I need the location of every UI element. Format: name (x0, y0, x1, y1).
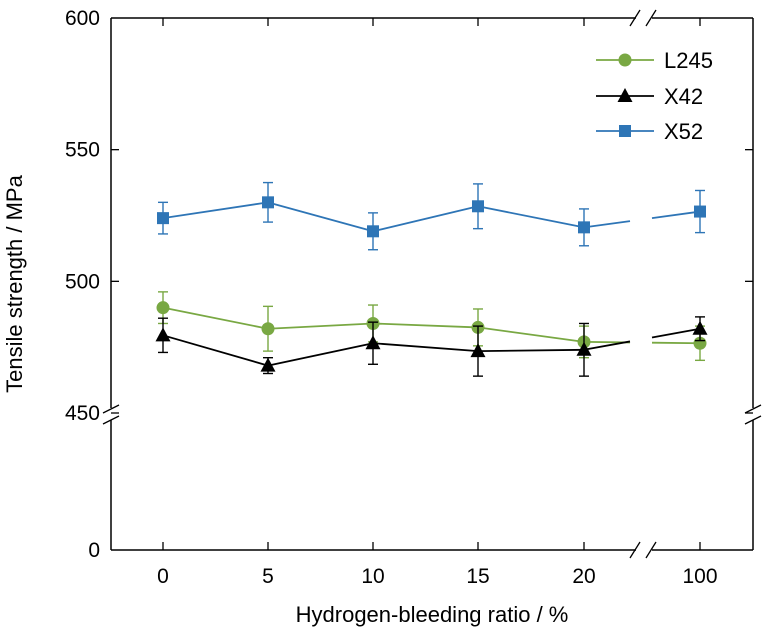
series-x42 (155, 316, 708, 377)
data-point (694, 205, 706, 218)
x-break-top-1 (629, 9, 641, 27)
data-point (157, 212, 169, 225)
data-point (578, 221, 590, 234)
y-break-left-2 (102, 415, 120, 425)
data-point (155, 327, 171, 342)
data-point (470, 343, 486, 358)
axes-frame (110, 17, 754, 551)
y-tick-label: 0 (88, 539, 100, 562)
data-point (692, 320, 708, 335)
y-axis-title: Tensile strength / MPa (2, 174, 27, 392)
x-tick-label: 100 (682, 565, 717, 588)
y-tick-label: 600 (65, 7, 100, 30)
data-point (367, 225, 379, 238)
y-break-left-1 (102, 404, 120, 414)
series-line-segment (651, 327, 701, 339)
data-point (261, 322, 275, 336)
x-tick-label: 0 (157, 565, 169, 588)
data-point (365, 335, 381, 350)
series-layer (155, 181, 708, 377)
series-line-segment (162, 334, 269, 367)
x-break-bottom-1 (629, 541, 641, 559)
series-line-segment (372, 322, 479, 329)
series-line-segment (162, 201, 269, 220)
series-line-segment (267, 201, 374, 233)
x-break-top-2 (645, 9, 657, 27)
x-tick-label: 20 (572, 565, 595, 588)
data-point (156, 301, 170, 315)
legend-marker (619, 125, 631, 137)
y-tick-label: 450 (65, 402, 100, 425)
series-x52 (157, 181, 706, 251)
series-line-segment (162, 306, 269, 330)
y-ticks: 0 450 500 550 600 (65, 7, 753, 562)
legend-label: X42 (664, 84, 703, 109)
x-tick-label: 10 (361, 565, 384, 588)
y-tick-label: 500 (65, 270, 100, 293)
series-line-segment (372, 342, 479, 353)
legend-marker (617, 88, 633, 102)
series-line-segment (267, 342, 374, 367)
series-line-segment (651, 341, 701, 345)
series-line-segment (477, 205, 585, 229)
y-tick-label: 550 (65, 139, 100, 162)
legend-marker (618, 53, 632, 67)
series-line-segment (372, 205, 479, 233)
x-tick-label: 5 (262, 565, 274, 588)
axis-break-marks (102, 9, 762, 559)
data-point (576, 341, 592, 356)
legend: L245 X42 X52 (596, 48, 713, 144)
x-tick-label: 15 (466, 565, 489, 588)
series-line-segment (267, 322, 374, 330)
legend-label: X52 (664, 119, 703, 144)
x-axis-title: Hydrogen-bleeding ratio / % (296, 602, 569, 627)
series-line-segment (477, 348, 585, 353)
data-point (260, 357, 276, 372)
data-point (262, 196, 274, 209)
series-l245 (156, 291, 707, 362)
series-line-segment (583, 220, 631, 229)
y-break-right-1 (744, 404, 762, 414)
y-break-right-2 (744, 415, 762, 425)
series-line-segment (477, 326, 585, 343)
data-point (472, 200, 484, 213)
series-line-segment (651, 210, 701, 219)
legend-label: L245 (664, 48, 713, 73)
x-ticks: 0 5 10 15 20 100 (157, 18, 718, 588)
series-line-segment (583, 340, 631, 351)
x-break-bottom-2 (645, 541, 657, 559)
